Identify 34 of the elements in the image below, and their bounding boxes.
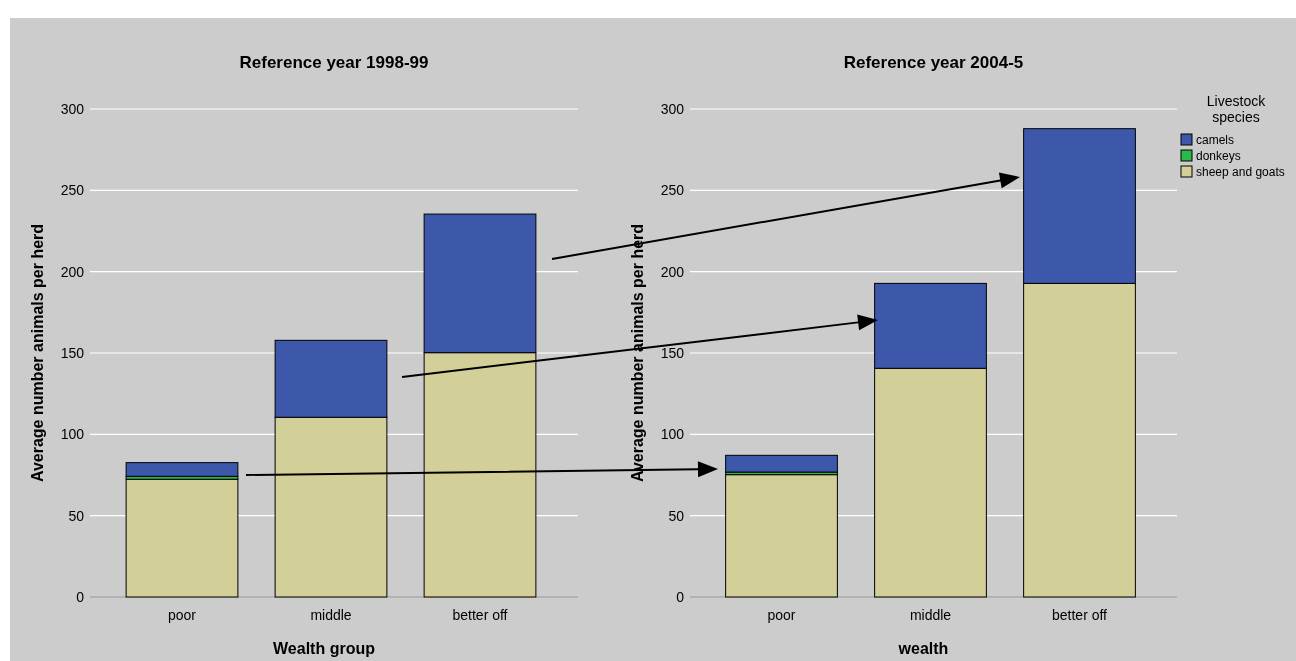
y-tick-label: 250 [660, 182, 685, 199]
y-tick-label: 100 [660, 426, 685, 443]
y-tick-label: 300 [660, 100, 685, 117]
chart-title: Reference year 1998-99 [239, 53, 429, 72]
x-tick-label: better off [1051, 606, 1108, 623]
bar [125, 462, 239, 477]
bar [725, 474, 838, 598]
legend-label: camels [1196, 133, 1235, 147]
chart-title: Reference year 2004-5 [843, 53, 1024, 72]
y-tick-label: 200 [660, 263, 685, 280]
y-tick-label: 50 [668, 507, 685, 524]
y-tick-label: 0 [76, 588, 85, 605]
bar [125, 478, 239, 598]
x-tick-label: poor [167, 606, 197, 623]
bar [725, 454, 838, 473]
legend-label: sheep and goats [1196, 165, 1285, 179]
y-tick-label: 0 [676, 588, 685, 605]
y-tick-label: 100 [60, 426, 85, 443]
x-tick-label: middle [909, 606, 952, 623]
y-tick-label: 250 [60, 182, 85, 199]
y-tick-label: 150 [660, 344, 685, 361]
y-tick-label: 300 [60, 100, 85, 117]
x-tick-label: poor [767, 606, 796, 623]
y-axis-title: Average number animals per herd [29, 223, 46, 483]
y-tick-label: 50 [68, 507, 85, 524]
x-tick-label: better off [452, 606, 508, 623]
y-tick-label: 150 [60, 344, 85, 361]
legend-title: Livestock species [1206, 93, 1267, 125]
y-axis-title: Average number animals per herd [629, 223, 646, 483]
x-axis-title: Wealth group [273, 640, 376, 657]
legend-label: donkeys [1196, 149, 1241, 163]
y-tick-label: 200 [60, 263, 85, 280]
x-tick-label: middle [310, 606, 352, 623]
x-axis-title: wealth [897, 640, 949, 657]
